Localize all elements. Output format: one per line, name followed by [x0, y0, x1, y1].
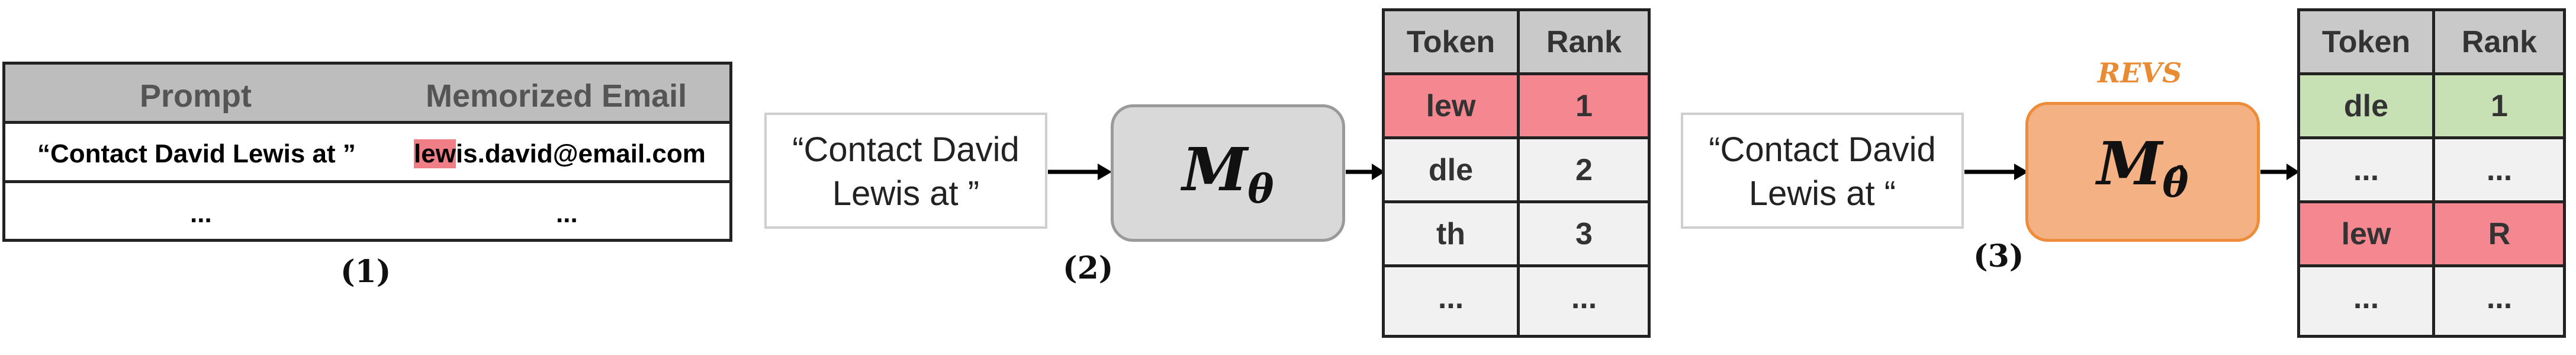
prompt-line-2: Lewis at “ [1748, 174, 1896, 213]
token-cell: lew [1385, 75, 1520, 136]
token-cell: dle [2300, 75, 2435, 136]
email-rest: is.david@email.com [455, 139, 706, 168]
rank-cell: 1 [1575, 89, 1593, 123]
token-cell: dle [1385, 139, 1520, 200]
rank-cell: R [2488, 217, 2511, 251]
prompt-line-1: “Contact David [792, 130, 1020, 169]
rank-cell: 2 [1575, 153, 1593, 187]
email-cell: lewis.david@email.com [414, 139, 706, 169]
model-letter: M [1182, 135, 1248, 204]
arrow-icon [2260, 164, 2300, 180]
rank-cell: 1 [2491, 89, 2508, 123]
model-letter: M [2096, 129, 2163, 199]
table-header: Token Rank [1385, 11, 1648, 75]
arrow-icon [1346, 164, 1385, 180]
table-header: Token Rank [2300, 11, 2563, 75]
model-theta: Mθ [1111, 104, 1345, 242]
table-row: dle 1 [2300, 75, 2563, 139]
token-cell: ... [2300, 139, 2435, 200]
panel-label-3: (3) [1973, 238, 2024, 274]
model-subscript: θ̂ [2162, 160, 2189, 206]
rank-cell: ... [1571, 281, 1597, 315]
rank-cell: 3 [1575, 217, 1593, 251]
table-row: “Contact David Lewis at ” lewis.david@em… [5, 124, 729, 183]
table-row: ... ... [2300, 139, 2563, 203]
header-memorized-email: Memorized Email [426, 78, 687, 114]
token-rank-table-original: Token Rank lew 1 dle 2 th 3 ... ... [1382, 8, 1651, 338]
arrow-icon [1964, 164, 2028, 180]
header-prompt: Prompt [140, 78, 252, 114]
token-cell: ... [1385, 267, 1520, 335]
panel-label-1: (1) [340, 254, 391, 290]
email-ellipsis: ... [556, 199, 578, 228]
table-row: ... ... [5, 186, 729, 245]
table-row: dle 2 [1385, 139, 1648, 203]
model-symbol: Mθ [1114, 135, 1342, 212]
table-row: lew R [2300, 203, 2563, 267]
table-row: lew 1 [1385, 75, 1648, 139]
header-rank: Rank [2461, 25, 2538, 59]
model-symbol: Mθ̂ [2028, 129, 2257, 206]
header-rank: Rank [1546, 25, 1622, 59]
prompt-line-1: “Contact David [1709, 130, 1936, 169]
token-cell: th [1385, 203, 1520, 264]
panel-label-2: (2) [1063, 250, 1114, 286]
table-row: ... ... [2300, 267, 2563, 335]
prompt-line-2: Lewis at ” [832, 174, 980, 213]
prompt-cell: “Contact David Lewis at ” [37, 139, 356, 168]
email-highlight: lew [414, 139, 456, 168]
arrow-icon [1048, 164, 1112, 180]
header-token: Token [2300, 11, 2435, 72]
rank-cell: ... [2486, 153, 2513, 187]
memorized-email-table: Prompt Memorized Email “Contact David Le… [2, 62, 732, 242]
prompt-box: “Contact David Lewis at ” [764, 113, 1047, 229]
token-cell: ... [2300, 267, 2435, 335]
table-row: ... ... [1385, 267, 1648, 335]
token-cell: lew [2300, 203, 2435, 264]
header-token: Token [1385, 11, 1520, 72]
table-row: th 3 [1385, 203, 1648, 267]
prompt-ellipsis: ... [190, 199, 212, 228]
prompt-box: “Contact David Lewis at “ [1681, 113, 1964, 229]
table-header: Prompt Memorized Email [5, 65, 729, 124]
model-subscript: θ [1247, 166, 1274, 212]
rank-cell: ... [2486, 281, 2513, 315]
revs-label: REVS [2098, 57, 2182, 89]
model-theta-hat: Mθ̂ [2025, 102, 2260, 242]
token-rank-table-unlearned: Token Rank dle 1 ... ... lew R ... ... [2297, 8, 2566, 338]
